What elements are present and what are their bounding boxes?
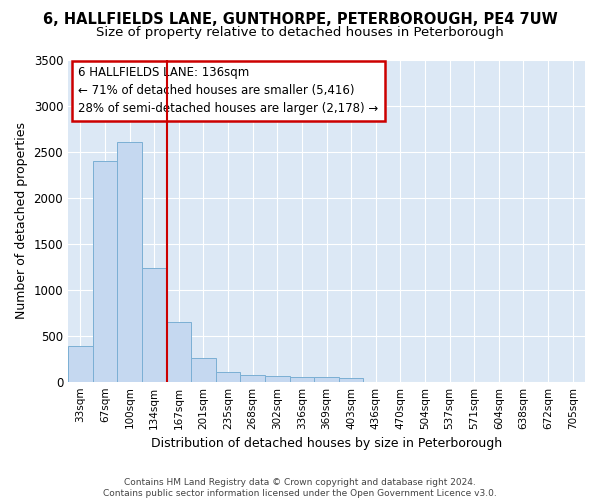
Text: 6 HALLFIELDS LANE: 136sqm
← 71% of detached houses are smaller (5,416)
28% of se: 6 HALLFIELDS LANE: 136sqm ← 71% of detac… [79, 66, 379, 116]
Bar [191, 358, 216, 382]
Bar [117, 142, 142, 382]
Bar [68, 346, 92, 382]
Text: Size of property relative to detached houses in Peterborough: Size of property relative to detached ho… [96, 26, 504, 39]
Bar [290, 376, 314, 382]
Bar [92, 161, 117, 382]
Bar [265, 376, 290, 382]
Bar [339, 378, 364, 382]
Text: 6, HALLFIELDS LANE, GUNTHORPE, PETERBOROUGH, PE4 7UW: 6, HALLFIELDS LANE, GUNTHORPE, PETERBORO… [43, 12, 557, 28]
Text: Contains HM Land Registry data © Crown copyright and database right 2024.
Contai: Contains HM Land Registry data © Crown c… [103, 478, 497, 498]
Bar [142, 268, 167, 382]
Bar [216, 372, 241, 382]
Bar [167, 322, 191, 382]
Bar [241, 375, 265, 382]
Bar [314, 377, 339, 382]
Y-axis label: Number of detached properties: Number of detached properties [15, 122, 28, 320]
X-axis label: Distribution of detached houses by size in Peterborough: Distribution of detached houses by size … [151, 437, 502, 450]
